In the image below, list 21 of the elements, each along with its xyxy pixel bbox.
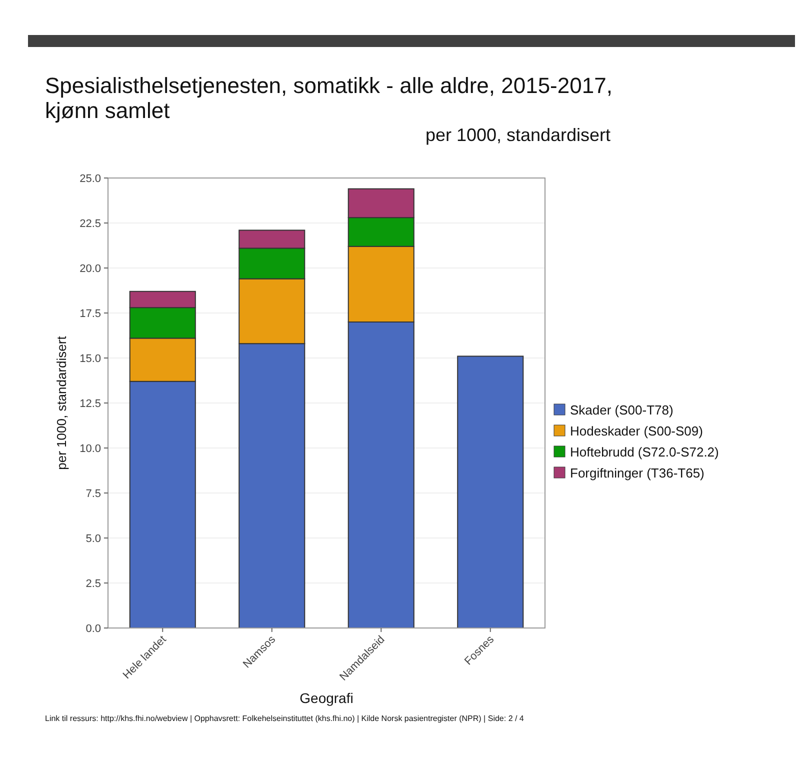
- y-tick-label: 20.0: [80, 262, 101, 275]
- chart-title: Spesialisthelsetjenesten, somatikk - alle aldre, 2015-2017, kjønn samlet: [45, 73, 612, 123]
- y-tick-label: 10.0: [80, 442, 101, 455]
- legend-label: Skader (S00-T78): [570, 402, 674, 418]
- y-tick-label: 0.0: [86, 622, 101, 635]
- y-tick-label: 22.5: [80, 218, 101, 230]
- y-tick-label: 25.0: [80, 172, 101, 185]
- y-tick-label: 7.5: [86, 488, 101, 500]
- legend-label: Hodeskader (S00-S09): [570, 424, 703, 439]
- legend-label: Hoftebrudd (S72.0-S72.2): [570, 444, 719, 460]
- x-axis-title: Geografi: [300, 690, 354, 706]
- y-tick-label: 5.0: [86, 532, 101, 545]
- y-tick-label: 17.5: [80, 308, 101, 320]
- bar: [457, 356, 524, 628]
- y-tick-label: 2.5: [86, 578, 101, 590]
- y-tick-label: 15.0: [80, 352, 101, 365]
- text: Link til ressurs: http://khs.fhi.no/webview | Opphavsrett: Folkehelseinstituttet (khs.fhi.no) | Kilde Norsk pasientregister (NPR) | Side: 2 / 4: [45, 714, 524, 723]
- y-axis-title: per 1000, standardisert: [54, 336, 69, 470]
- chart-subtitle: per 1000, standardisert: [425, 125, 611, 145]
- y-tick-label: 12.5: [80, 398, 101, 410]
- legend-label: Forgiftninger (T36-T65): [570, 466, 704, 481]
